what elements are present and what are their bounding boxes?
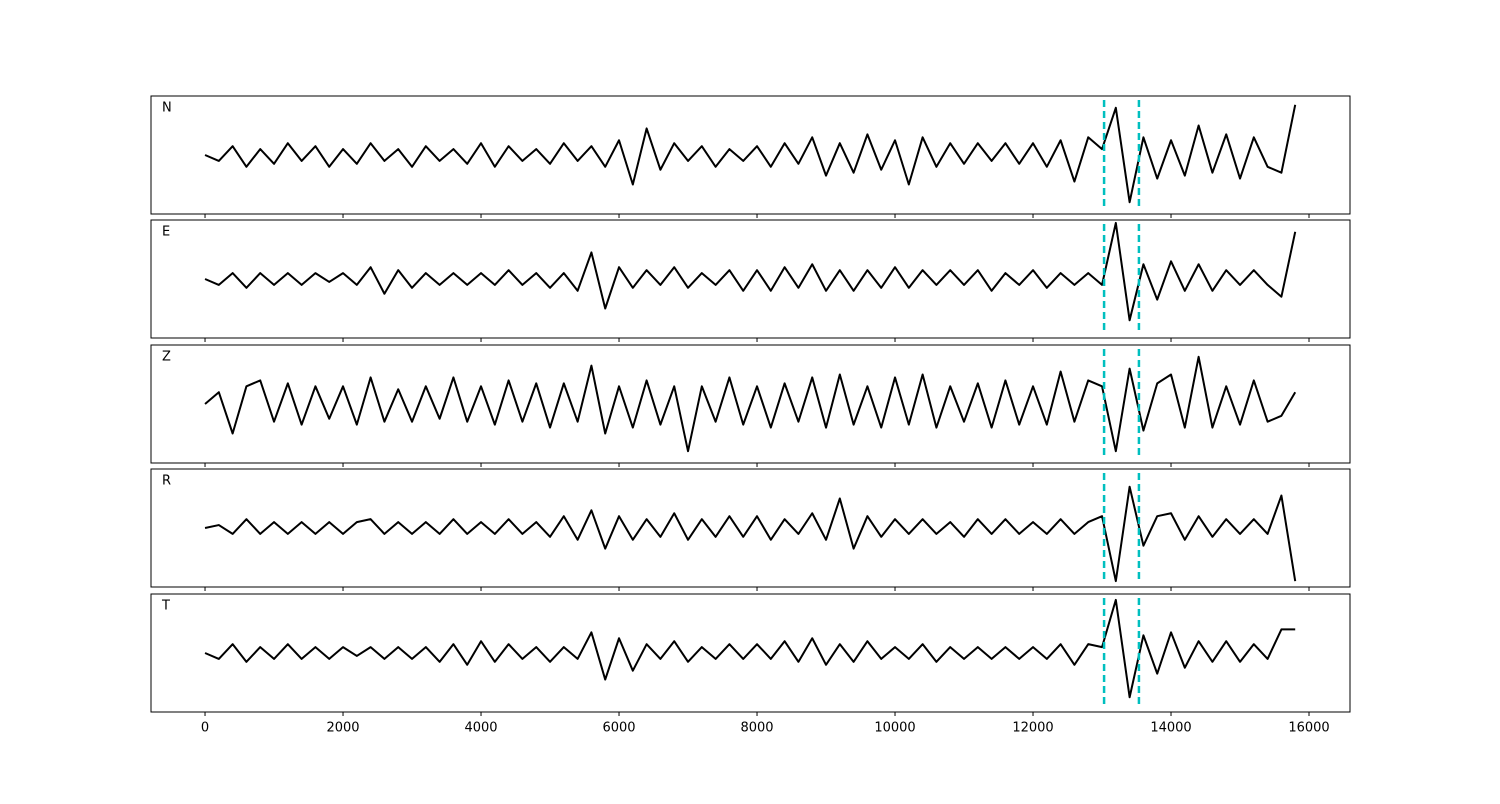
panel-frame	[150, 95, 1351, 215]
panel-label: N	[162, 101, 172, 116]
x-tick-label: 2000	[326, 721, 359, 736]
panel-frame	[150, 344, 1351, 464]
panel-frame	[150, 219, 1351, 339]
x-tick-label: 10000	[874, 721, 915, 736]
x-tick-label: 12000	[1012, 721, 1053, 736]
waveform	[204, 355, 1297, 453]
x-tick-label: 4000	[464, 721, 497, 736]
waveform	[204, 221, 1297, 322]
panel-label: T	[161, 599, 170, 614]
waveform	[204, 104, 1297, 204]
panel-frame	[150, 593, 1351, 713]
waveform	[204, 598, 1296, 699]
panel-label: Z	[162, 350, 171, 365]
x-tick-label: 6000	[602, 721, 635, 736]
panel-label: E	[162, 225, 170, 240]
x-tick-label: 0	[201, 721, 209, 736]
panel-label: R	[162, 474, 171, 489]
x-tick-label: 8000	[740, 721, 773, 736]
x-tick-label: 14000	[1150, 721, 1191, 736]
x-tick-label: 16000	[1288, 721, 1329, 736]
panel-frame	[150, 468, 1351, 588]
waveform	[204, 485, 1297, 583]
